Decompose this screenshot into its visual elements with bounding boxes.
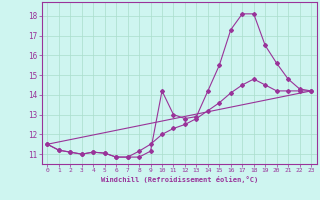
X-axis label: Windchill (Refroidissement éolien,°C): Windchill (Refroidissement éolien,°C) xyxy=(100,176,258,183)
